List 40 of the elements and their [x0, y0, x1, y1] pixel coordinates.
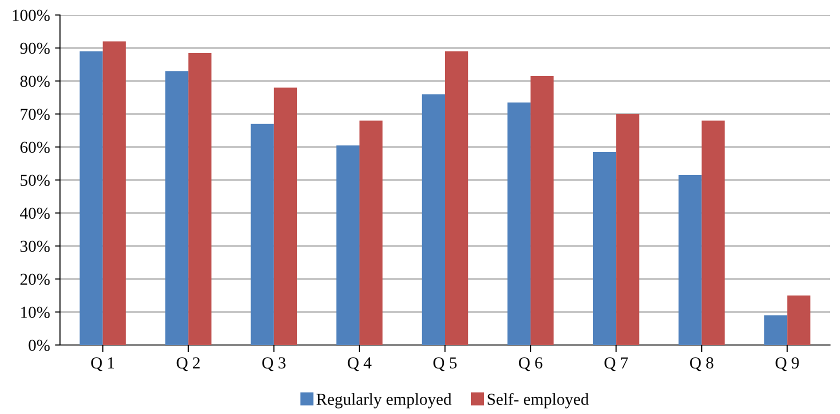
bar	[250, 124, 274, 345]
x-tick-label: Q 4	[348, 357, 372, 372]
bar	[616, 114, 640, 345]
y-tick-label: 90%	[20, 42, 50, 54]
bar	[445, 51, 468, 345]
bar	[102, 41, 126, 345]
x-tick-label: Q 7	[604, 357, 628, 372]
bar	[678, 175, 702, 345]
y-tick-label: 80%	[20, 76, 50, 87]
bar	[764, 315, 788, 345]
x-tick-label: Q 9	[776, 357, 799, 372]
y-tick-label: 30%	[20, 240, 50, 252]
bar	[507, 102, 531, 345]
bar	[188, 52, 212, 345]
bar	[359, 120, 383, 345]
bar	[336, 145, 360, 345]
bar	[787, 296, 810, 345]
bar	[530, 76, 554, 345]
legend-label: Self- employed	[488, 393, 589, 408]
y-tick-label: 100%	[12, 10, 50, 21]
x-tick-label: Q 3	[262, 357, 286, 372]
y-tick-label: 60%	[20, 142, 50, 153]
y-tick-label: 10%	[21, 306, 50, 318]
bar	[274, 88, 297, 345]
y-tick-label: 0%	[28, 340, 50, 351]
bar	[422, 94, 445, 345]
x-tick-label: Q 8	[690, 357, 714, 372]
bar	[593, 152, 616, 345]
bar	[80, 51, 103, 345]
legend-label: Regularly employed	[316, 393, 452, 408]
y-tick-label: 70%	[20, 108, 50, 120]
y-tick-label: 40%	[20, 208, 50, 219]
x-tick-label: Q 5	[433, 357, 457, 372]
x-tick-label: Q 2	[176, 357, 200, 372]
bar	[165, 71, 188, 345]
x-tick-label: Q 6	[518, 357, 542, 372]
y-tick-label: 20%	[20, 274, 50, 285]
bar	[702, 120, 725, 345]
y-tick-label: 50%	[20, 174, 50, 186]
x-tick-label: Q 1	[91, 357, 114, 372]
